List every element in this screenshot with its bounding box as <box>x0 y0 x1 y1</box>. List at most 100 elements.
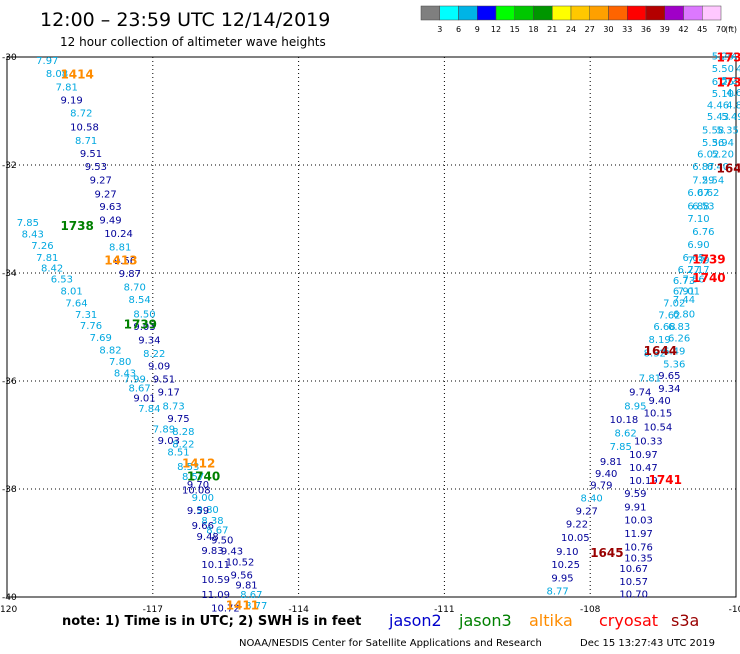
legend-cryosat: cryosat <box>599 611 658 630</box>
wave-height-point: 8.43 <box>114 369 136 380</box>
wave-height-point: 4.46 <box>707 100 729 111</box>
wave-height-point: 7.31 <box>75 310 97 321</box>
wave-height-point: 10.54 <box>644 423 673 434</box>
colorbar-tick: 24 <box>566 25 576 34</box>
wave-height-point: 7.39 <box>687 255 709 266</box>
wave-height-point: 9.51 <box>80 149 102 160</box>
wave-height-point: 10.35 <box>624 553 653 564</box>
x-tick-label: -111 <box>434 605 454 615</box>
y-tick-label: -30 <box>2 53 17 63</box>
wave-height-point: 8.51 <box>167 448 189 459</box>
wave-height-point: 5.54 <box>702 175 724 186</box>
wave-height-point: 4.66 <box>726 88 740 99</box>
chart-title: 12:00 – 23:59 UTC 12/14/2019 <box>40 9 330 31</box>
wave-height-point: 9.34 <box>138 336 160 347</box>
wave-height-point: 9.83 <box>201 546 223 557</box>
wave-height-point: 7.69 <box>90 333 112 344</box>
wave-height-point: 8.95 <box>624 402 646 413</box>
wave-height-point: 9.59 <box>624 489 646 500</box>
wave-height-point: 8.67 <box>240 590 262 601</box>
colorbar-tick: 18 <box>528 25 538 34</box>
wave-height-point: 7.56 <box>683 275 705 286</box>
colorbar-tick: 45 <box>697 25 707 34</box>
colorbar-tick: 42 <box>678 25 688 34</box>
wave-height-point: 6.91 <box>673 287 695 298</box>
colorbar-swatch <box>664 5 684 21</box>
wave-height-point: 9.79 <box>590 480 612 491</box>
wave-height-point: 8.62 <box>615 429 637 440</box>
pass-time-label: 1740 <box>187 469 220 483</box>
wave-height-point: 8.73 <box>163 402 185 413</box>
wave-height-point: 7.81 <box>56 82 78 93</box>
wave-height-point: 8.01 <box>60 287 82 298</box>
wave-height-point: 9.87 <box>119 269 141 280</box>
colorbar-tick: 27 <box>585 25 595 34</box>
wave-height-point: 10.67 <box>619 564 648 575</box>
y-tick-label: -32 <box>2 161 17 171</box>
wave-height-point: 9.51 <box>153 375 175 386</box>
wave-height-point: 7.01 <box>678 287 700 298</box>
y-tick-label: -38 <box>2 485 17 495</box>
wave-height-point: 9.40 <box>595 469 617 480</box>
x-tick-label: -108 <box>580 605 601 615</box>
wave-height-point: 7.17 <box>687 265 709 276</box>
wave-height-point: 8.82 <box>99 345 121 356</box>
wave-height-point: 7.76 <box>80 321 102 332</box>
wave-height-point: 8.22 <box>143 349 165 360</box>
wave-height-point: 10.59 <box>201 575 230 586</box>
wave-height-point: 8.53 <box>177 462 199 473</box>
wave-height-point: 9.53 <box>85 162 107 173</box>
pass-time-label: 1738 <box>60 219 93 233</box>
wave-height-point: 5.20 <box>712 149 734 160</box>
wave-height-point: 5.21 <box>721 76 740 87</box>
wave-height-point: 7.64 <box>65 298 87 309</box>
wave-height-point: 8.28 <box>172 427 194 438</box>
wave-height-point: 9.63 <box>99 202 121 213</box>
wave-height-point: 9.56 <box>231 571 253 582</box>
wave-height-point: 7.99 <box>124 375 146 386</box>
wave-height-point: 8.71 <box>75 136 97 147</box>
wave-height-point: 9.59 <box>187 506 209 517</box>
wave-height-point: 10.57 <box>619 577 648 588</box>
pass-time-label: 173 <box>717 76 740 90</box>
wave-height-point: 7.26 <box>31 241 53 252</box>
wave-height-point: 10.18 <box>610 415 639 426</box>
wave-height-point: 7.44 <box>673 295 695 306</box>
plot-area: -120 -117 -114 -111 -108 -10 -40 -38 -36 -34 -32 -3… <box>0 50 740 615</box>
pass-time-label: 1412 <box>182 456 215 470</box>
wave-height-point: 6.90 <box>687 240 709 251</box>
wave-height-point: 8.72 <box>70 108 92 119</box>
pass-time-label: 1411 <box>226 598 259 612</box>
wave-height-point: 9.66 <box>192 521 214 532</box>
wave-height-point: 6.83 <box>668 322 690 333</box>
wave-height-point: 9.27 <box>576 506 598 517</box>
wave-height-point: 9.27 <box>90 175 112 186</box>
colorbar-swatch <box>495 5 515 21</box>
colorbar-tick: 36 <box>641 25 651 34</box>
wave-height-point: 10.15 <box>644 409 673 420</box>
wave-height-point: 7.81 <box>36 253 58 264</box>
wave-height-point: 9.81 <box>235 580 257 591</box>
wave-height-point: 9.40 <box>649 396 671 407</box>
wave-height-point: 9.49 <box>99 215 121 226</box>
wave-height-point: 10.11 <box>201 560 230 571</box>
wave-height-point: 9.50 <box>211 536 233 547</box>
wave-height-point: 10.97 <box>629 450 658 461</box>
wave-height-point: 7.80 <box>109 357 131 368</box>
wave-height-point: 6.53 <box>692 201 714 212</box>
x-tick-label: -117 <box>143 605 163 615</box>
wave-height-point: 9.01 <box>133 394 155 405</box>
colorbar-legend: 3 6 9 12 15 18 21 24 27 30 33 36 39 42 45 70(ft) <box>420 5 737 34</box>
wave-height-point: 6.25 <box>712 77 734 88</box>
wave-height-point: 10.47 <box>629 463 658 474</box>
wave-height-point: 8.43 <box>22 229 44 240</box>
wave-height-point: 8.70 <box>124 282 146 293</box>
wave-height-point: 8.77 <box>245 601 267 612</box>
wave-height-point: 8.50 <box>133 309 155 320</box>
wave-height-point: 9.81 <box>600 457 622 468</box>
chart-subtitle: 12 hour collection of altimeter wave hei… <box>60 35 326 49</box>
wave-height-point: 8.81 <box>109 242 131 253</box>
wave-height-point: 9.91 <box>624 503 646 514</box>
colorbar-tick: 15 <box>510 25 520 34</box>
wave-height-point: 6.62 <box>697 188 719 199</box>
